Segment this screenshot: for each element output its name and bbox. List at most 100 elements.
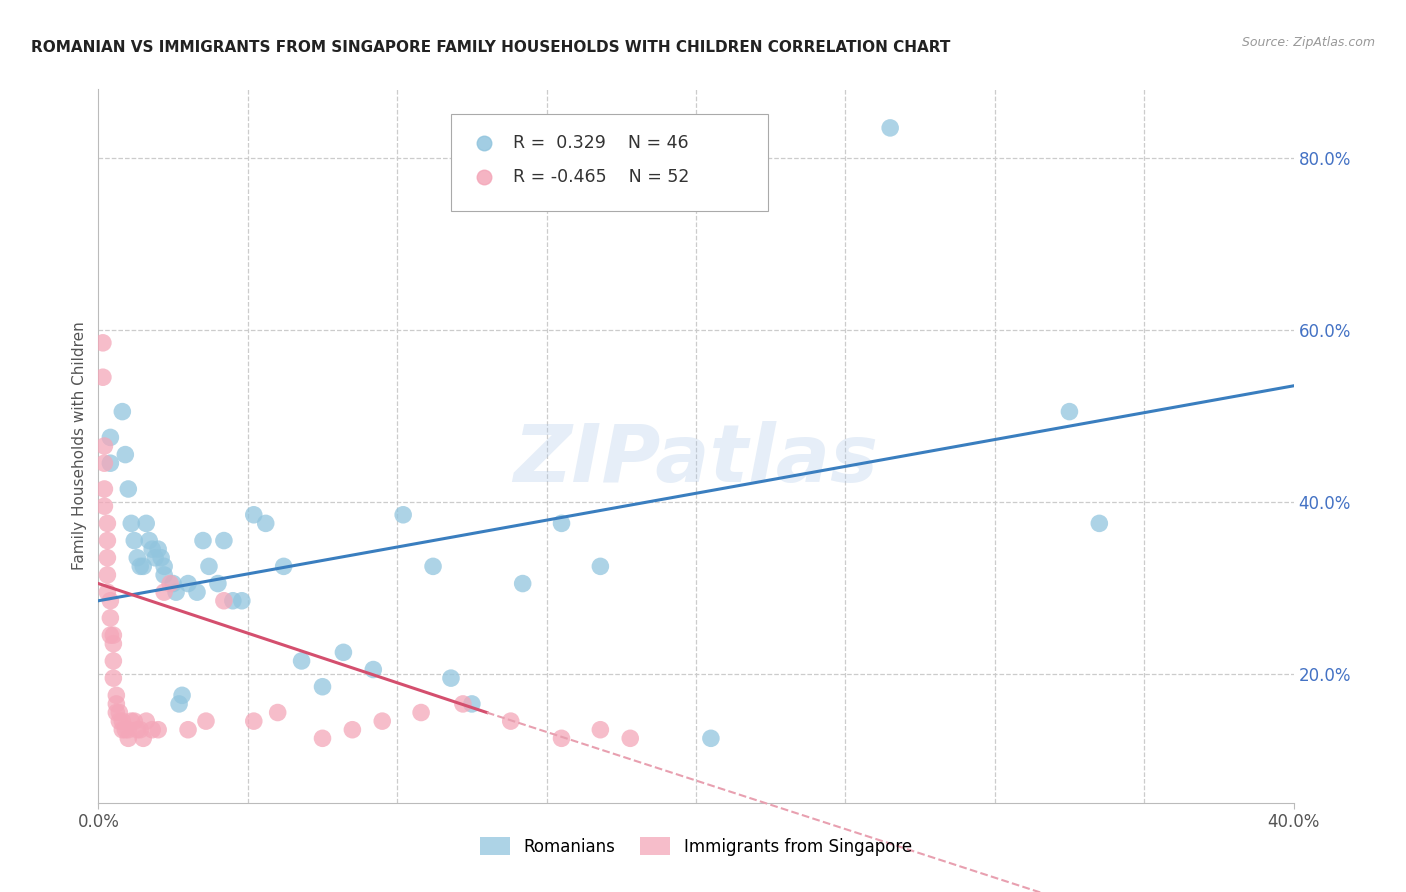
Point [127, 550, 149, 565]
Point [589, 723, 612, 737]
Point [165, 585, 187, 599]
Point [141, 542, 163, 557]
FancyBboxPatch shape [451, 114, 768, 211]
Point [198, 559, 221, 574]
Point [212, 593, 235, 607]
Point [108, 706, 131, 720]
Point [127, 723, 149, 737]
Point [132, 731, 155, 746]
Point [148, 542, 170, 557]
Point [98, 456, 122, 470]
Point [254, 516, 277, 531]
Point [111, 404, 134, 418]
Point [96, 550, 118, 565]
Point [114, 723, 136, 737]
Point [153, 568, 176, 582]
Point [291, 654, 314, 668]
Point [342, 723, 364, 737]
Point [98, 628, 122, 642]
Y-axis label: Family Households with Children: Family Households with Children [72, 322, 87, 570]
Point [550, 516, 572, 531]
Point [177, 723, 200, 737]
Point [222, 593, 245, 607]
Point [879, 120, 901, 135]
Point [461, 697, 484, 711]
Point [371, 714, 394, 728]
Point [143, 550, 166, 565]
Point [273, 559, 295, 574]
Point [135, 516, 157, 531]
Point [243, 714, 266, 728]
Point [186, 585, 208, 599]
Point [172, 689, 194, 703]
Point [117, 482, 139, 496]
Point [311, 680, 333, 694]
Point [440, 671, 463, 685]
Point [191, 533, 214, 548]
Point [207, 576, 229, 591]
Point [117, 723, 139, 737]
Point [231, 593, 253, 607]
Point [1059, 404, 1081, 418]
Point [589, 559, 612, 574]
Point [212, 533, 235, 548]
Point [148, 723, 170, 737]
Point [195, 714, 218, 728]
Point [162, 576, 184, 591]
Point [332, 645, 354, 659]
Point [96, 516, 118, 531]
Point [111, 723, 134, 737]
Point [103, 671, 125, 685]
Point [1088, 516, 1111, 531]
Point [117, 731, 139, 746]
Point [138, 533, 160, 548]
Point [103, 654, 125, 668]
Point [103, 637, 125, 651]
Point [411, 706, 433, 720]
Point [93, 499, 115, 513]
Point [105, 706, 128, 720]
Point [114, 448, 136, 462]
Point [129, 723, 152, 737]
Point [243, 508, 266, 522]
Point [93, 482, 115, 496]
Point [98, 593, 122, 607]
Point [150, 550, 173, 565]
Point [124, 714, 146, 728]
Text: ROMANIAN VS IMMIGRANTS FROM SINGAPORE FAMILY HOUSEHOLDS WITH CHILDREN CORRELATIO: ROMANIAN VS IMMIGRANTS FROM SINGAPORE FA… [31, 40, 950, 55]
Point [98, 611, 122, 625]
Point [1052, 44, 1074, 58]
Point [91, 335, 114, 350]
Point [93, 456, 115, 470]
Point [267, 706, 290, 720]
Point [120, 714, 142, 728]
Point [124, 533, 146, 548]
Point [105, 697, 128, 711]
Point [167, 697, 190, 711]
Text: Source: ZipAtlas.com: Source: ZipAtlas.com [1241, 36, 1375, 49]
Point [499, 714, 522, 728]
Point [1052, 85, 1074, 99]
Text: ZIPatlas: ZIPatlas [513, 421, 879, 500]
Point [98, 430, 122, 444]
Point [700, 731, 723, 746]
Point [159, 576, 181, 591]
Point [311, 731, 333, 746]
Point [392, 508, 415, 522]
Point [153, 585, 176, 599]
Legend: Romanians, Immigrants from Singapore: Romanians, Immigrants from Singapore [474, 830, 918, 863]
Point [96, 568, 118, 582]
Point [96, 533, 118, 548]
Point [129, 559, 152, 574]
Point [550, 731, 572, 746]
Point [93, 439, 115, 453]
Point [619, 731, 641, 746]
Point [91, 370, 114, 384]
Point [422, 559, 444, 574]
Point [96, 585, 118, 599]
Point [120, 516, 142, 531]
Point [103, 628, 125, 642]
Point [451, 697, 474, 711]
Point [105, 689, 128, 703]
Point [177, 576, 200, 591]
